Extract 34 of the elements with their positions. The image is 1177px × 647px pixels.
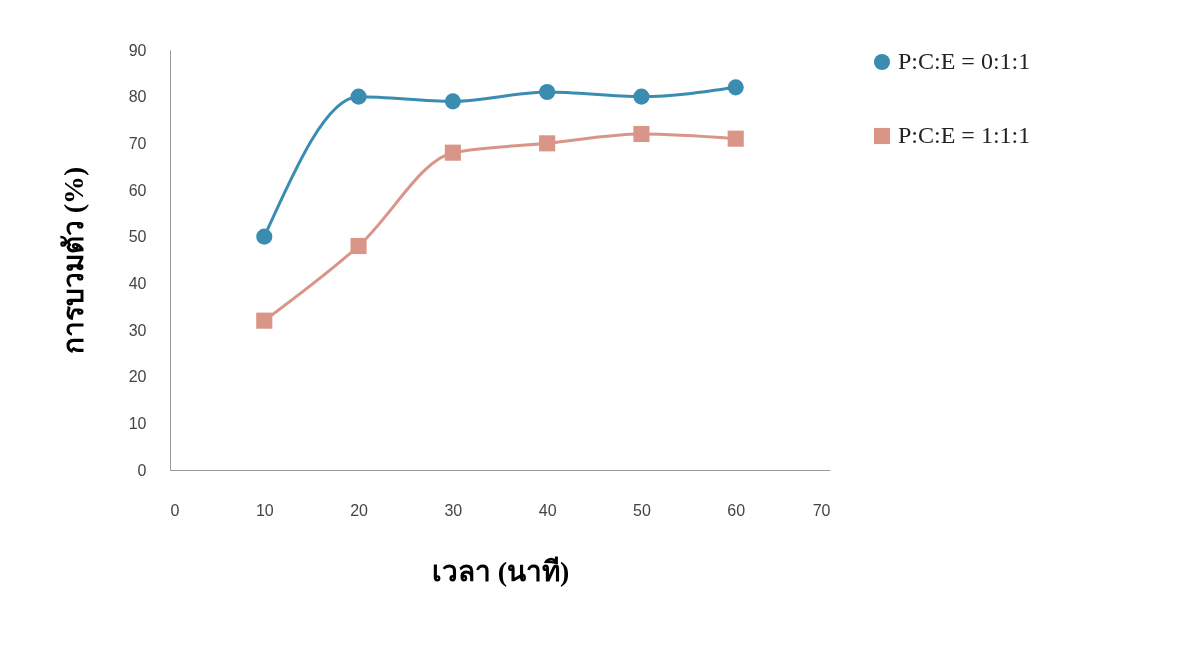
point [633, 125, 650, 143]
x-tick-label: 20 [350, 501, 369, 519]
point [727, 79, 744, 96]
x-tick-label: 10 [255, 501, 274, 519]
x-tick-label: 50 [633, 501, 651, 519]
y-tick-label: 50 [128, 228, 147, 246]
y-tick-label: 30 [128, 321, 147, 339]
x-tick-label: 0 [170, 501, 180, 519]
x-tick-label: 30 [444, 501, 463, 519]
point [539, 83, 556, 101]
y-tick-label: 90 [128, 41, 147, 59]
y-tick-label: 40 [128, 274, 147, 292]
y-axis-title: การบวมตัว (%) [57, 166, 89, 355]
x-tick-label: 40 [538, 501, 557, 519]
point [256, 312, 273, 329]
y-tick-label: 70 [128, 134, 147, 152]
point [539, 135, 556, 152]
y-tick-label: 80 [128, 88, 147, 106]
x-tick-label: 60 [727, 501, 746, 519]
legend-label: P:C:E = 0:1:1 [898, 48, 1031, 74]
x-tick-label: 70 [812, 501, 831, 519]
y-tick-label: 10 [128, 414, 147, 432]
point [633, 88, 650, 105]
y-tick-label: 20 [128, 368, 147, 386]
point [256, 228, 273, 245]
y-tick-label: 60 [128, 181, 147, 199]
y-tick-label: 0 [137, 461, 147, 479]
x-axis-title: เวลา (นาที) [431, 555, 570, 587]
point [350, 88, 367, 105]
legend-label: P:C:E = 1:1:1 [898, 122, 1031, 148]
point [444, 93, 461, 110]
point [444, 144, 461, 161]
point [727, 130, 744, 147]
point [350, 237, 367, 255]
